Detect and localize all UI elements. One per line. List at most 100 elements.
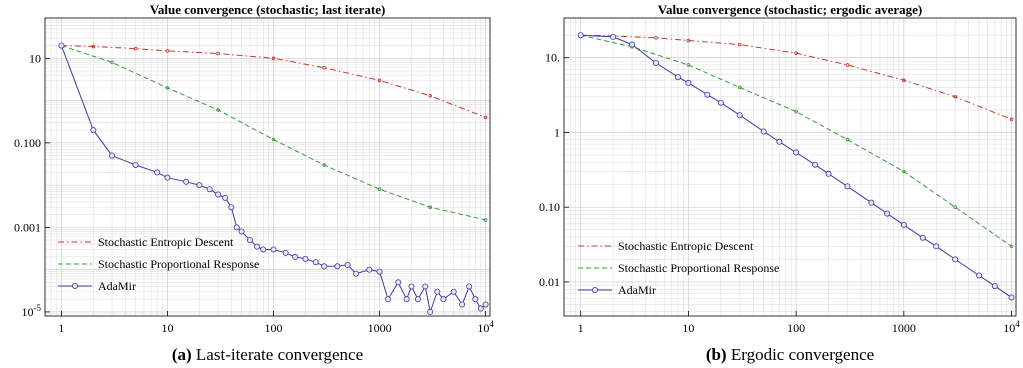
data-point — [686, 38, 691, 43]
x-tick-label: 1000 — [892, 321, 916, 335]
data-point — [900, 221, 907, 228]
legend-label: AdaMir — [98, 279, 136, 293]
legend-entry: AdaMir — [58, 279, 136, 293]
series-line — [580, 34, 1012, 120]
caption-tag: (b) — [706, 345, 727, 364]
data-point — [110, 60, 114, 65]
data-point — [736, 112, 743, 119]
legend-label: Stochastic Proportional Response — [618, 261, 779, 275]
legend-entry: Stochastic Entropic Descent — [578, 239, 754, 253]
y-tick-label: 0.10 — [539, 200, 560, 214]
data-point — [282, 249, 289, 256]
data-point — [376, 268, 383, 275]
data-point — [629, 41, 636, 48]
x-tick-label: 1000 — [368, 321, 392, 335]
legend-entry: Stochastic Proportional Response — [578, 261, 779, 275]
y-tick-label: 10 — [29, 51, 41, 65]
x-tick-label: 1 — [58, 321, 64, 335]
data-point — [154, 169, 161, 176]
data-point — [377, 78, 382, 83]
figure-caption: (b) Ergodic convergence — [706, 345, 874, 364]
y-tick-label: 0.100 — [14, 136, 41, 150]
data-point — [271, 137, 276, 142]
x-tick-label: 100 — [265, 321, 283, 335]
data-point — [884, 210, 891, 217]
data-point — [334, 263, 341, 270]
data-point — [408, 283, 415, 290]
data-point — [109, 152, 116, 159]
data-point — [991, 283, 998, 290]
data-point — [440, 296, 447, 303]
data-point — [685, 79, 692, 86]
x-tick-label: 10 — [682, 321, 694, 335]
data-point — [953, 94, 958, 99]
y-tick-label: 10. — [545, 51, 560, 65]
data-point — [434, 288, 441, 295]
data-point — [271, 56, 276, 61]
data-point — [686, 63, 691, 67]
legend-marker — [592, 286, 599, 293]
data-point — [215, 191, 222, 198]
data-point — [794, 109, 798, 114]
legend-label: Stochastic Entropic Descent — [618, 239, 754, 253]
data-point — [165, 49, 170, 53]
data-point — [228, 204, 235, 211]
caption-tag: (a) — [172, 345, 192, 364]
data-point — [737, 42, 742, 47]
plot-frame — [44, 17, 491, 317]
chart-title: Value convergence (stochastic; ergodic a… — [658, 2, 923, 17]
x-tick-label: 104 — [1003, 319, 1020, 335]
data-point — [472, 296, 479, 303]
legend-entry: Stochastic Entropic Descent — [58, 235, 234, 249]
data-point — [312, 259, 319, 266]
data-point — [260, 246, 267, 253]
data-point — [164, 174, 171, 181]
data-point — [482, 301, 489, 308]
data-point — [377, 187, 382, 192]
data-point — [825, 170, 832, 177]
x-tick-label: 104 — [477, 319, 494, 335]
data-point — [384, 296, 391, 303]
data-point — [1009, 117, 1014, 122]
data-point — [292, 253, 299, 260]
legend-marker — [72, 282, 79, 289]
legend-label: Stochastic Proportional Response — [98, 257, 259, 271]
data-point — [483, 115, 488, 120]
data-point — [216, 108, 220, 112]
data-point — [428, 93, 432, 98]
data-point — [133, 46, 138, 51]
legend-entry: Stochastic Proportional Response — [58, 257, 259, 271]
data-point — [483, 218, 488, 222]
series-adamir — [577, 32, 1015, 301]
data-point — [845, 63, 850, 67]
data-point — [1008, 294, 1015, 301]
y-tick-label: 1 — [554, 125, 560, 139]
data-point — [459, 301, 466, 308]
x-tick-label: 1 — [578, 321, 584, 335]
data-point — [132, 161, 139, 168]
data-point — [577, 32, 584, 39]
data-point — [654, 35, 658, 40]
data-point — [322, 163, 326, 167]
data-point — [902, 78, 906, 83]
data-point — [844, 183, 851, 190]
data-point — [760, 128, 767, 135]
data-point — [246, 237, 253, 244]
series-stochastic-entropic-descent — [59, 43, 488, 120]
data-point — [165, 86, 170, 90]
data-point — [953, 205, 958, 209]
data-point — [466, 283, 473, 290]
data-point — [610, 33, 617, 40]
data-point — [216, 51, 220, 56]
data-point — [845, 137, 850, 142]
data-point — [322, 65, 326, 70]
data-point — [395, 279, 402, 286]
data-point — [414, 296, 421, 303]
data-point — [868, 199, 875, 206]
series-line — [61, 45, 486, 118]
y-tick-label: 0.001 — [14, 220, 41, 234]
legend-entry: AdaMir — [578, 283, 656, 297]
x-tick-label: 10 — [161, 321, 173, 335]
data-point — [428, 205, 432, 210]
